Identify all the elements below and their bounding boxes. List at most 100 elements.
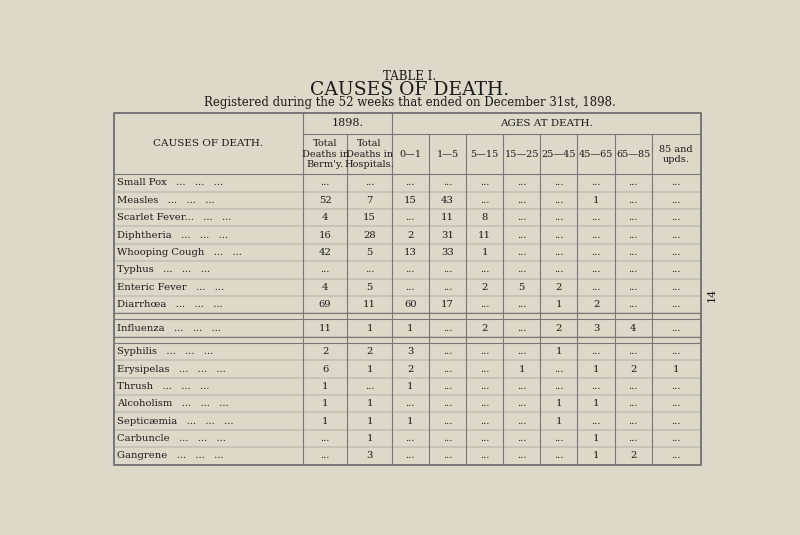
Text: ...: ... <box>591 265 601 274</box>
Text: ...: ... <box>671 282 681 292</box>
Text: 2: 2 <box>407 364 414 373</box>
Text: Syphilis   ...   ...   ...: Syphilis ... ... ... <box>117 347 214 356</box>
Text: 2: 2 <box>556 282 562 292</box>
Text: Total
Deaths in
Hospitals.: Total Deaths in Hospitals. <box>345 140 394 169</box>
Text: 1—5: 1—5 <box>436 150 458 159</box>
Text: 1: 1 <box>518 364 525 373</box>
Text: ...: ... <box>517 324 526 333</box>
Text: Gangrene   ...   ...   ...: Gangrene ... ... ... <box>117 452 223 461</box>
Text: ...: ... <box>406 399 415 408</box>
Text: 1: 1 <box>322 399 329 408</box>
Text: ...: ... <box>517 452 526 461</box>
Text: ...: ... <box>554 452 563 461</box>
Text: Influenza   ...   ...   ...: Influenza ... ... ... <box>117 324 221 333</box>
Text: ...: ... <box>554 434 563 443</box>
Text: Typhus   ...   ...   ...: Typhus ... ... ... <box>117 265 210 274</box>
Text: ...: ... <box>480 179 490 187</box>
Text: ...: ... <box>671 265 681 274</box>
Text: 1: 1 <box>593 196 599 205</box>
Text: ...: ... <box>480 347 490 356</box>
Text: ...: ... <box>629 179 638 187</box>
Text: Registered during the 52 weeks that ended on December 31st, 1898.: Registered during the 52 weeks that ende… <box>204 96 616 109</box>
Text: ...: ... <box>321 265 330 274</box>
Text: ...: ... <box>442 347 452 356</box>
Text: ...: ... <box>554 265 563 274</box>
Text: ...: ... <box>442 452 452 461</box>
Text: ...: ... <box>442 265 452 274</box>
Text: ...: ... <box>517 399 526 408</box>
Text: ...: ... <box>671 248 681 257</box>
Text: 1: 1 <box>322 417 329 426</box>
Text: 2: 2 <box>630 364 636 373</box>
Text: ...: ... <box>442 434 452 443</box>
Text: 69: 69 <box>319 300 331 309</box>
Text: 5: 5 <box>366 282 373 292</box>
Text: ...: ... <box>554 248 563 257</box>
Text: ...: ... <box>517 382 526 391</box>
Text: Whooping Cough   ...   ...: Whooping Cough ... ... <box>117 248 242 257</box>
Text: 1: 1 <box>366 324 373 333</box>
Text: 2: 2 <box>482 282 488 292</box>
Text: ...: ... <box>671 324 681 333</box>
Text: 1: 1 <box>366 434 373 443</box>
Text: ...: ... <box>629 265 638 274</box>
Text: ...: ... <box>671 300 681 309</box>
Text: TABLE I.: TABLE I. <box>383 70 437 83</box>
Text: ...: ... <box>442 179 452 187</box>
Text: ...: ... <box>365 265 374 274</box>
Text: 11: 11 <box>363 300 376 309</box>
Text: Diarrhœa   ...   ...   ...: Diarrhœa ... ... ... <box>117 300 222 309</box>
Text: Septicæmia   ...   ...   ...: Septicæmia ... ... ... <box>117 417 234 426</box>
Text: Diphtheria   ...   ...   ...: Diphtheria ... ... ... <box>117 231 228 240</box>
Text: 16: 16 <box>318 231 331 240</box>
Text: ...: ... <box>554 382 563 391</box>
Text: 13: 13 <box>404 248 417 257</box>
Text: ...: ... <box>517 265 526 274</box>
Text: 1: 1 <box>593 434 599 443</box>
Text: 1: 1 <box>555 399 562 408</box>
Text: ...: ... <box>480 452 490 461</box>
Text: ...: ... <box>629 231 638 240</box>
Text: 2: 2 <box>630 452 636 461</box>
Text: ...: ... <box>671 417 681 426</box>
Text: 1: 1 <box>555 347 562 356</box>
Text: ...: ... <box>442 399 452 408</box>
Text: 1: 1 <box>593 364 599 373</box>
Text: ...: ... <box>406 282 415 292</box>
Text: ...: ... <box>591 382 601 391</box>
Text: ...: ... <box>406 434 415 443</box>
Text: 1: 1 <box>407 382 414 391</box>
Text: ...: ... <box>480 300 490 309</box>
Text: 11: 11 <box>478 231 491 240</box>
Text: ...: ... <box>671 231 681 240</box>
Text: 8: 8 <box>482 213 488 222</box>
Text: ...: ... <box>406 265 415 274</box>
Text: ...: ... <box>480 196 490 205</box>
Text: ...: ... <box>365 382 374 391</box>
Text: ...: ... <box>442 282 452 292</box>
Text: ...: ... <box>554 213 563 222</box>
Text: 1: 1 <box>366 364 373 373</box>
Text: ...: ... <box>480 364 490 373</box>
Text: 1: 1 <box>555 300 562 309</box>
Text: ...: ... <box>517 300 526 309</box>
Text: Carbuncle   ...   ...   ...: Carbuncle ... ... ... <box>117 434 226 443</box>
Text: 1: 1 <box>407 324 414 333</box>
Text: ...: ... <box>480 417 490 426</box>
Text: ...: ... <box>671 434 681 443</box>
Text: ...: ... <box>517 347 526 356</box>
Text: 33: 33 <box>441 248 454 257</box>
Text: ...: ... <box>480 382 490 391</box>
Text: ...: ... <box>629 399 638 408</box>
Text: 1: 1 <box>366 399 373 408</box>
Text: CAUSES OF DEATH.: CAUSES OF DEATH. <box>310 81 510 98</box>
Text: ...: ... <box>629 300 638 309</box>
Text: ...: ... <box>629 382 638 391</box>
Text: 1: 1 <box>482 248 488 257</box>
Text: ...: ... <box>480 434 490 443</box>
Text: ...: ... <box>554 231 563 240</box>
Text: Alcoholism   ...   ...   ...: Alcoholism ... ... ... <box>117 399 229 408</box>
Text: ...: ... <box>480 399 490 408</box>
Text: 14: 14 <box>706 288 717 302</box>
Text: 5: 5 <box>518 282 525 292</box>
